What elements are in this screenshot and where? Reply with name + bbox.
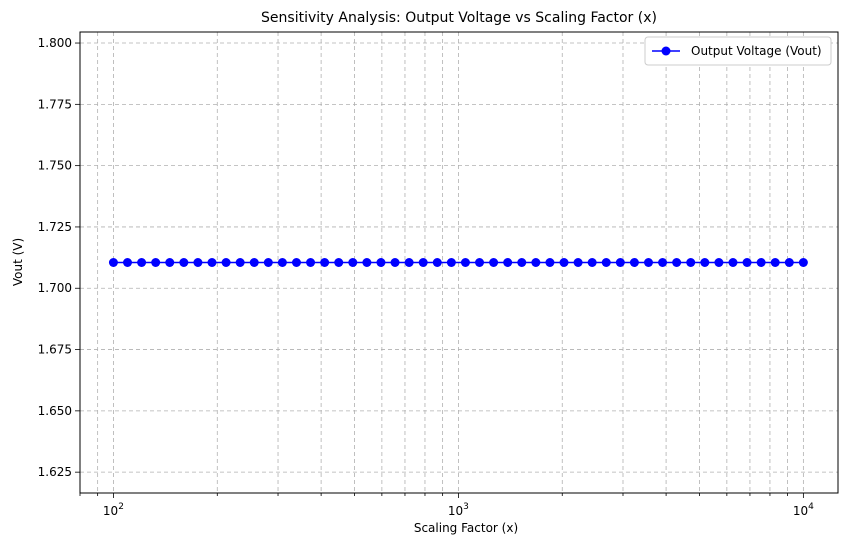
y-tick-label: 1.675 [38, 343, 72, 357]
x-tick-label-exponent: 2 [118, 502, 124, 512]
y-tick-label: 1.650 [38, 404, 72, 418]
legend-marker-sample [661, 46, 671, 56]
x-tick-label-exponent: 3 [463, 502, 469, 512]
data-point [390, 258, 400, 267]
y-tick-label: 1.775 [38, 97, 72, 111]
series-layer [108, 258, 808, 267]
data-point [460, 258, 470, 267]
y-tick-label: 1.800 [38, 36, 72, 50]
x-axis-ticks: 102 103 104 [79, 493, 814, 518]
plot-frame [79, 31, 839, 494]
data-point [714, 258, 724, 267]
data-point [249, 258, 259, 267]
data-point [137, 258, 147, 267]
x-tick-label: 102 [103, 502, 124, 518]
x-tick-label: 104 [793, 502, 814, 518]
data-point [263, 258, 273, 267]
data-point [742, 258, 752, 267]
data-point [770, 258, 780, 267]
data-point [503, 258, 513, 267]
data-point [446, 258, 456, 267]
data-point [658, 258, 668, 267]
data-point [362, 258, 372, 267]
chart-title: Sensitivity Analysis: Output Voltage vs … [261, 10, 657, 26]
data-point [151, 258, 161, 267]
data-point [672, 258, 682, 267]
data-point [728, 258, 738, 267]
data-point [235, 258, 245, 267]
data-point [545, 258, 555, 267]
data-point [108, 258, 118, 267]
data-point [615, 258, 625, 267]
legend-label: Output Voltage (Vout) [691, 44, 822, 58]
x-tick-label-base: 10 [103, 504, 118, 518]
data-point [601, 258, 611, 267]
data-point [207, 258, 217, 267]
data-point [784, 258, 794, 267]
data-point [418, 258, 428, 267]
data-point [686, 258, 696, 267]
x-tick-label: 103 [448, 502, 469, 518]
grid [79, 32, 838, 493]
data-point [320, 258, 330, 267]
data-point [531, 258, 541, 267]
data-point [573, 258, 583, 267]
data-point [123, 258, 133, 267]
data-point [306, 258, 316, 267]
y-tick-label: 1.750 [38, 159, 72, 173]
data-point [700, 258, 710, 267]
data-point [376, 258, 386, 267]
data-point [559, 258, 569, 267]
data-point [179, 258, 189, 267]
data-point [756, 258, 766, 267]
data-point [193, 258, 203, 267]
data-point [348, 258, 358, 267]
data-point [643, 258, 653, 267]
legend: Output Voltage (Vout) [644, 36, 832, 66]
x-axis-label: Scaling Factor (x) [414, 521, 518, 535]
data-point [404, 258, 414, 267]
data-point [489, 258, 499, 267]
data-point [221, 258, 231, 267]
y-tick-label: 1.700 [38, 281, 72, 295]
data-point [517, 258, 527, 267]
data-point [587, 258, 597, 267]
y-axis-ticks: 1.625 1.650 1.675 1.700 1.725 1.750 1.775 1.800 [38, 36, 80, 479]
data-point [165, 258, 175, 267]
y-tick-label: 1.725 [38, 220, 72, 234]
legend-box [644, 36, 832, 66]
y-axis-label: Vout (V) [11, 238, 25, 286]
data-point [277, 258, 287, 267]
x-tick-label-base: 10 [793, 504, 808, 518]
data-point [798, 258, 808, 267]
data-point [629, 258, 639, 267]
data-point [475, 258, 485, 267]
x-tick-label-exponent: 4 [808, 502, 814, 512]
y-tick-label: 1.625 [38, 465, 72, 479]
data-point [291, 258, 301, 267]
data-point [334, 258, 344, 267]
data-point [432, 258, 442, 267]
x-tick-label-base: 10 [448, 504, 463, 518]
